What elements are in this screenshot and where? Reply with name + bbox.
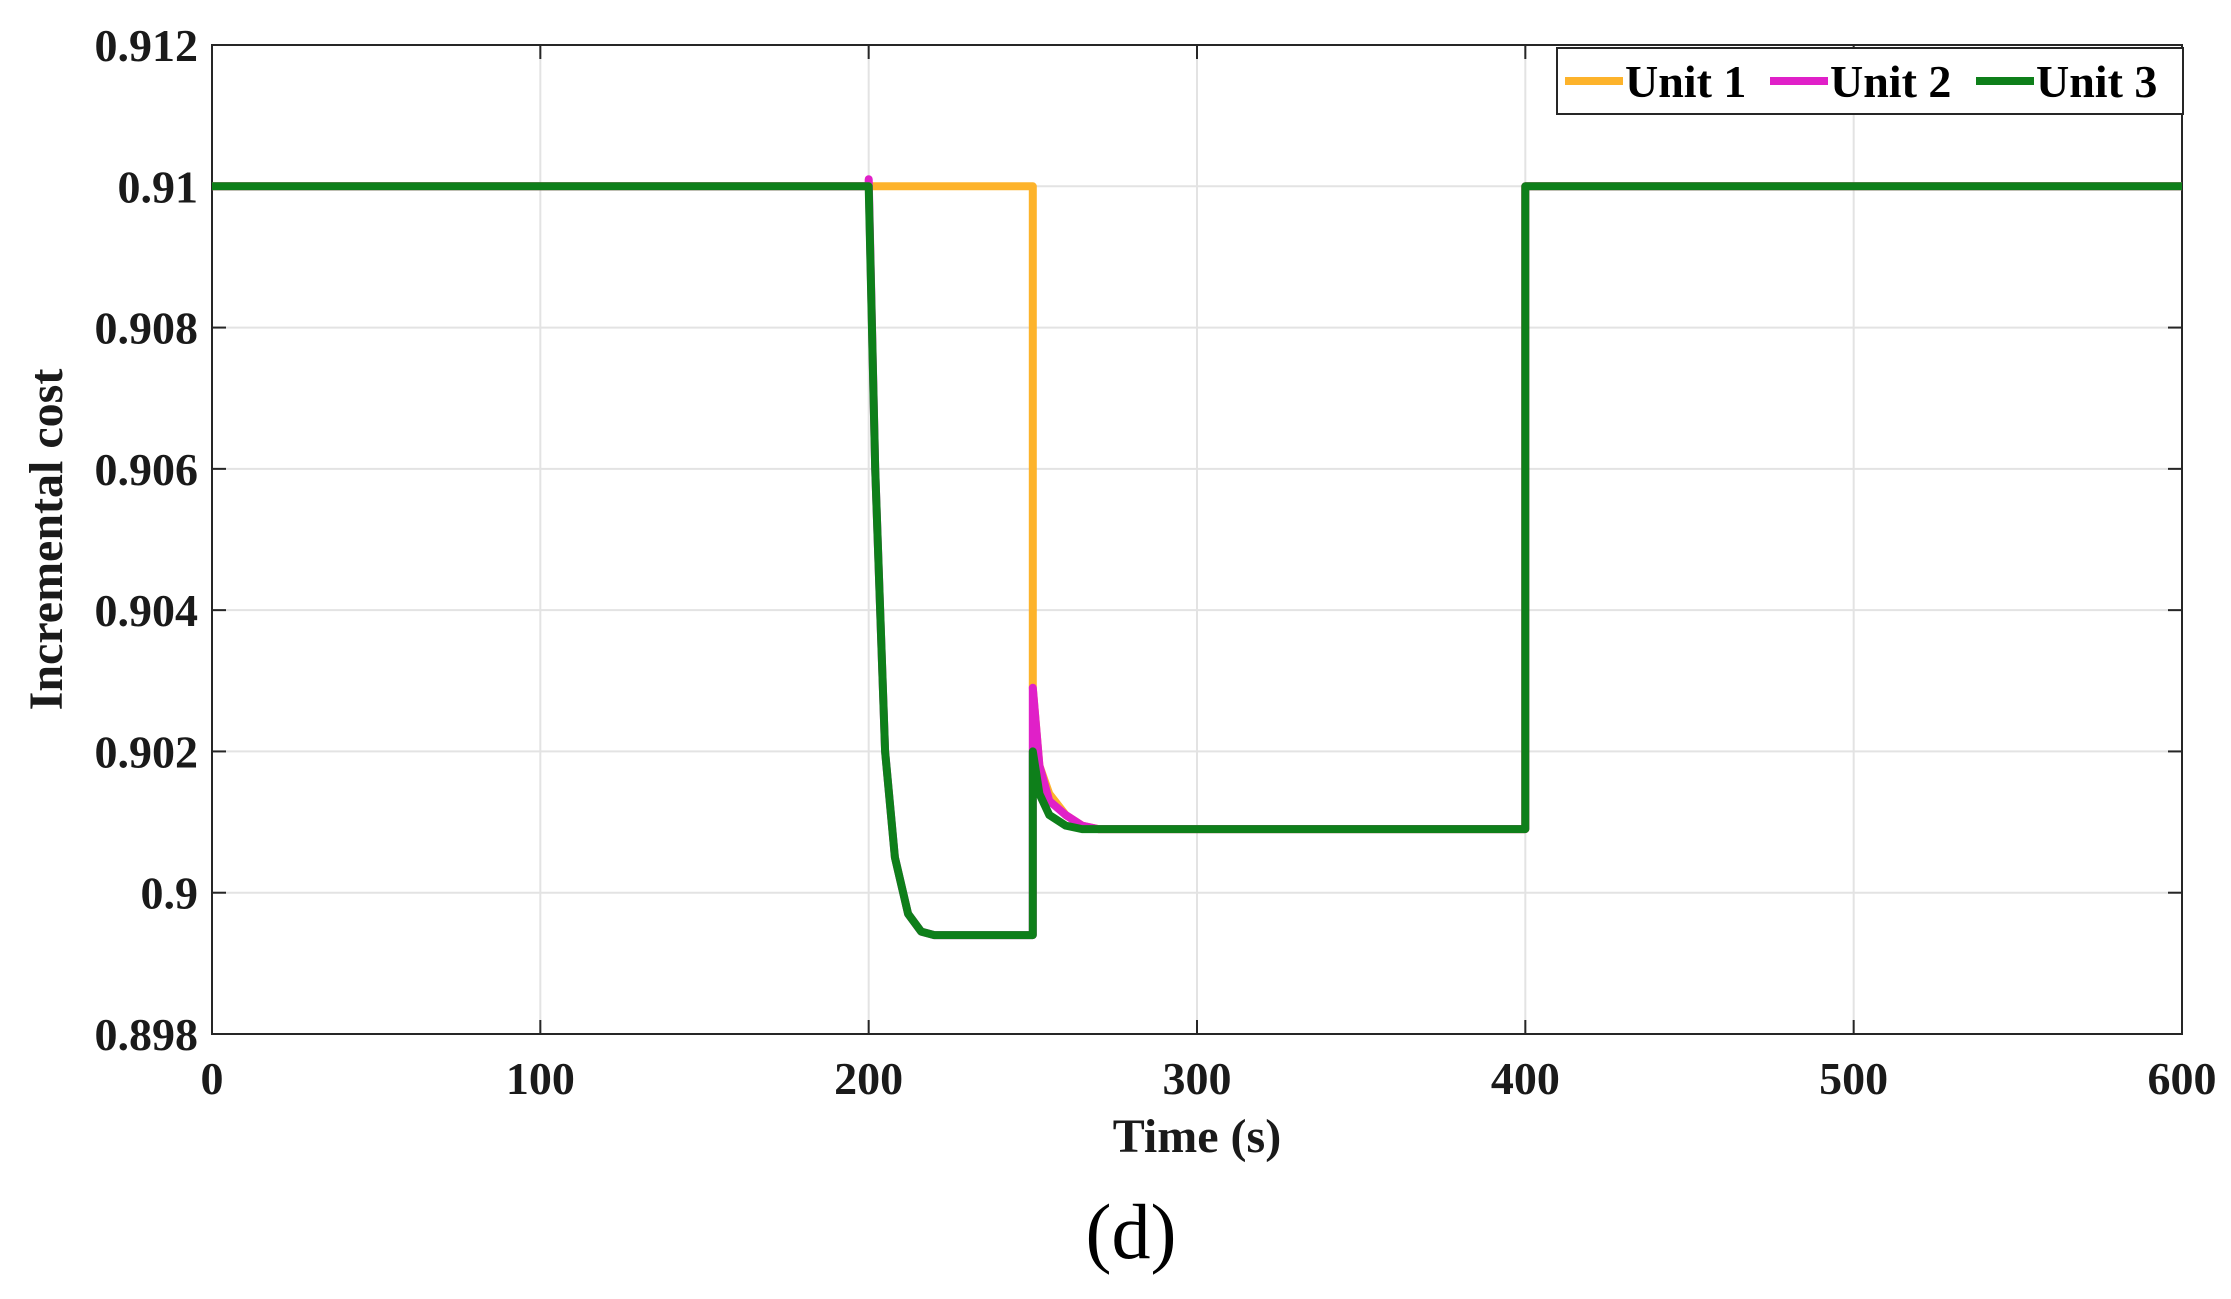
y-axis-label: Incremental cost: [20, 369, 73, 711]
y-axis-tick-labels: 0.898 0.9 0.902 0.904 0.906 0.908 0.91 0.912: [95, 20, 199, 1060]
x-tick-label: 200: [834, 1053, 903, 1104]
legend-box: [1556, 47, 2184, 115]
figure-caption: (d): [1086, 1188, 1177, 1275]
x-tick-label: 500: [1819, 1053, 1888, 1104]
x-tick-label: 100: [506, 1053, 575, 1104]
x-tick-label: 600: [2148, 1053, 2217, 1104]
y-tick-label: 0.91: [118, 161, 199, 212]
y-tick-label: 0.908: [95, 303, 199, 354]
legend: Unit 1 Unit 2 Unit 3: [1556, 47, 2184, 115]
x-tick-label: 400: [1491, 1053, 1560, 1104]
legend-label-3: Unit 3: [2036, 56, 2157, 107]
y-tick-label: 0.906: [95, 444, 199, 495]
y-tick-label: 0.912: [95, 20, 199, 71]
series-line-3: [212, 182, 2182, 940]
legend-label-1: Unit 1: [1625, 56, 1746, 107]
x-tick-label: 300: [1163, 1053, 1232, 1104]
y-tick-label: 0.898: [95, 1009, 199, 1060]
legend-label-2: Unit 2: [1830, 56, 1951, 107]
x-axis-tick-labels: 0 100 200 300 400 500 600: [201, 1053, 2217, 1104]
x-axis-label: Time (s): [1113, 1110, 1281, 1163]
y-tick-label: 0.9: [141, 868, 199, 919]
series-lines: [212, 175, 2182, 940]
x-tick-label: 0: [201, 1053, 224, 1104]
y-tick-label: 0.904: [95, 585, 199, 636]
y-tick-label: 0.902: [95, 726, 199, 777]
axis-ticks: [211, 44, 2183, 1035]
